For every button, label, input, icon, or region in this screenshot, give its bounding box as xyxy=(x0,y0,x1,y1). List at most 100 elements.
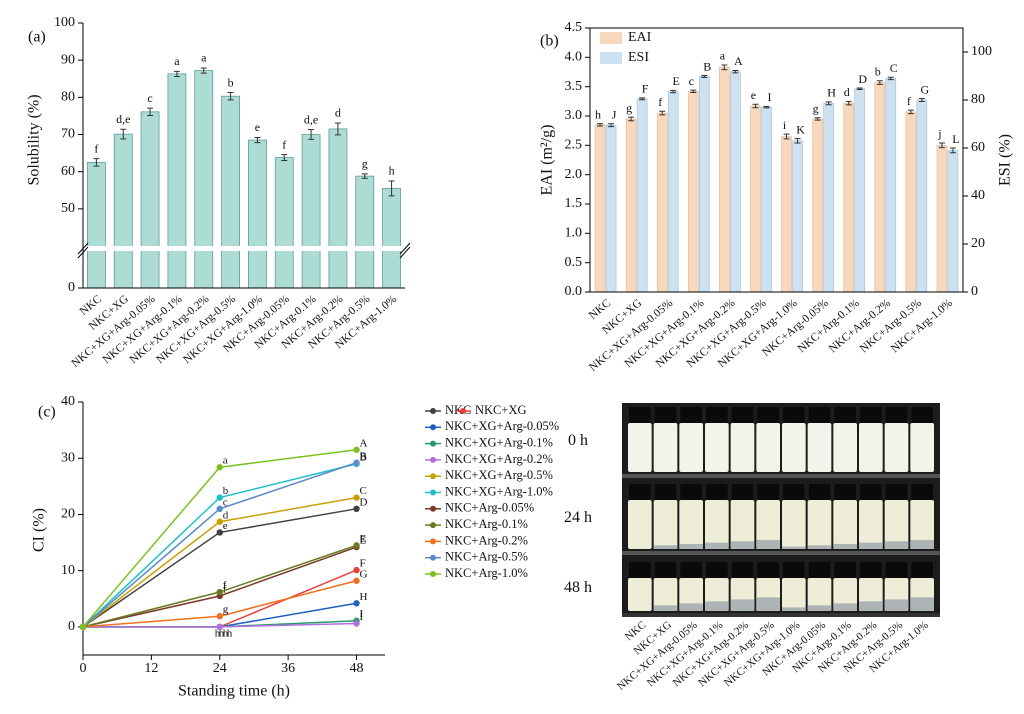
bar xyxy=(874,82,886,293)
error-bar xyxy=(254,136,261,144)
vial-body xyxy=(807,578,832,611)
significance-letter: d xyxy=(844,85,850,99)
significance-letter: a xyxy=(174,54,180,68)
legend-label: NKC+XG+Arg-0.5% xyxy=(445,468,553,482)
y2-tick-label: 60 xyxy=(971,140,985,155)
significance-letter: h xyxy=(595,107,601,121)
vial-serum xyxy=(910,597,934,611)
significance-letter: K xyxy=(796,122,805,136)
data-point xyxy=(353,459,360,466)
significance-letter: I xyxy=(360,611,364,623)
significance-letter: i xyxy=(783,118,787,132)
vial-cap xyxy=(731,484,754,500)
bar xyxy=(854,88,866,293)
vial-serum xyxy=(653,605,678,611)
x-tick-label: 12 xyxy=(144,661,158,676)
significance-letter: I xyxy=(767,90,771,104)
significance-letter: h xyxy=(389,164,395,178)
data-point xyxy=(216,505,223,513)
legend-marker xyxy=(430,473,436,480)
significance-letter: b xyxy=(875,65,881,79)
y-tick-label: 0 xyxy=(68,619,75,634)
error-bar xyxy=(361,173,368,179)
error-bar xyxy=(887,76,894,81)
vial-cap xyxy=(680,484,702,500)
y-axis-title: Solubility (%) xyxy=(26,94,43,185)
legend-label: EAI xyxy=(628,30,652,45)
vial-cap xyxy=(911,562,933,578)
vial-body xyxy=(884,423,909,472)
vial-body xyxy=(705,423,729,472)
legend-label: ESI xyxy=(628,50,649,65)
error-bar xyxy=(732,69,739,74)
y-tick-label: 0.0 xyxy=(565,284,583,299)
vial-cap xyxy=(834,484,856,500)
bar xyxy=(625,118,637,293)
vial-body xyxy=(782,578,806,611)
error-bar xyxy=(597,123,604,127)
series-line xyxy=(82,463,357,628)
vial-cap xyxy=(885,562,908,578)
vial-body xyxy=(782,423,806,472)
vial-cap xyxy=(808,407,831,423)
error-bar xyxy=(639,97,646,101)
legend-marker xyxy=(430,408,436,414)
significance-letter: H xyxy=(360,591,368,603)
bar xyxy=(792,140,803,293)
error-bar xyxy=(752,103,759,109)
significance-letter: b xyxy=(228,75,234,89)
bar xyxy=(781,136,792,293)
legend-label: NKC+XG xyxy=(475,403,527,417)
error-bar xyxy=(93,158,100,167)
bar xyxy=(947,150,959,293)
legend-marker xyxy=(430,456,436,463)
error-bar xyxy=(281,154,288,162)
data-point xyxy=(216,529,223,536)
error-bar xyxy=(825,101,832,106)
vial-serum xyxy=(782,607,806,611)
vial-cap xyxy=(757,562,779,578)
vial-cap xyxy=(629,484,651,500)
error-bar xyxy=(876,80,883,85)
shelf xyxy=(622,474,940,478)
bar xyxy=(328,128,348,289)
significance-letter: c xyxy=(147,91,152,105)
significance-letter: d,e xyxy=(304,112,318,126)
significance-letter: G xyxy=(360,568,368,580)
vial-cap xyxy=(783,484,805,500)
x-tick-label: 36 xyxy=(281,661,295,676)
bar xyxy=(823,103,834,293)
error-bar xyxy=(783,133,790,140)
error-bar xyxy=(200,67,207,74)
y-tick-label: 10 xyxy=(61,563,75,578)
error-bar xyxy=(701,75,708,78)
panel-label: (c) xyxy=(38,404,56,421)
vial-body xyxy=(859,500,883,549)
y-tick-label: 60 xyxy=(61,164,75,179)
vial-serum xyxy=(859,601,883,611)
significance-letter: g xyxy=(362,157,368,171)
y-tick-label: 40 xyxy=(61,394,75,409)
panel-label: (a) xyxy=(28,29,46,46)
legend-label: NKC+Arg-0.05% xyxy=(445,501,534,515)
bar xyxy=(594,124,606,293)
significance-letter: D xyxy=(858,72,867,86)
vial-body xyxy=(910,500,934,549)
significance-letter: j xyxy=(937,127,941,141)
bar xyxy=(719,67,730,293)
bar xyxy=(843,102,855,293)
significance-letter: f xyxy=(907,94,911,108)
significance-letter: h xyxy=(219,627,225,639)
significance-letter: B xyxy=(703,59,711,73)
bar xyxy=(221,95,240,289)
significance-letter: c xyxy=(689,74,694,88)
significance-letter: B xyxy=(360,450,367,462)
significance-letter: F xyxy=(360,558,366,570)
bar xyxy=(687,91,699,293)
data-point xyxy=(353,600,360,607)
error-bar xyxy=(120,128,127,140)
bar xyxy=(301,134,321,289)
legend-swatch xyxy=(600,52,622,64)
error-bar xyxy=(794,138,801,144)
bar xyxy=(248,139,267,289)
